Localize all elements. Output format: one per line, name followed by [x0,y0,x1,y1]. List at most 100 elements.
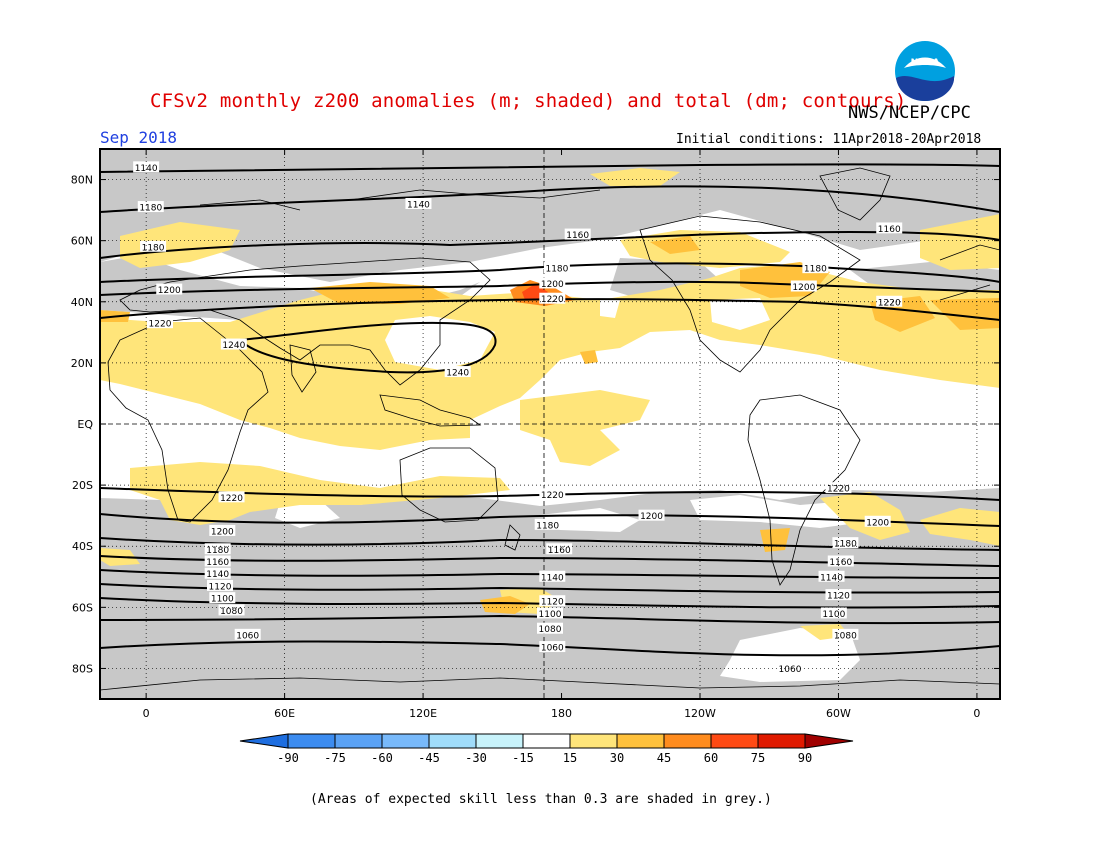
contour-label-bg [790,280,817,292]
contour-label: 1060 [541,644,564,654]
colorbar-arrow-right [804,733,854,749]
contour-label: 1240 [446,369,469,379]
contour-label: 1160 [878,225,901,235]
map-plot-area: 1140 1140 1180 1160 1160 1180 1180 1180 1200 1200… [100,149,1000,699]
contour-label: 1080 [539,625,562,635]
longitude-axis: 0 60E 120E 180 120W 60W 0 [143,149,980,720]
contour-label-bg [137,201,164,213]
positive-anomaly-15-30 [100,168,1000,640]
colorbar-label: 15 [563,751,577,765]
contour-label: 1220 [878,298,901,308]
colorbar-swatch [616,733,665,749]
contour-label: 1220 [220,494,243,504]
coastlines [100,167,1000,691]
svg-text:NOAA: NOAA [911,58,940,68]
forecast-month: Sep 2018 [100,128,178,147]
lat-label: 80N [71,174,93,187]
colorbar-label: -15 [512,751,534,765]
contour-label-bg [864,515,891,527]
contour-label-bg [133,161,160,173]
contour-label: 1180 [804,265,827,275]
lon-label: 60E [274,707,295,720]
contour-label: 1200 [640,512,663,522]
contour-label: 1200 [211,527,234,537]
contour-label-bg [543,262,570,274]
contour-label: 1140 [407,201,430,211]
contour-label: 1100 [539,610,562,620]
lon-label: 0 [143,707,150,720]
contour-label-bg [827,555,854,567]
lat-label: 20N [71,357,93,370]
contour-label-bg [876,222,903,234]
contour-label: 1200 [866,518,889,528]
contour-label: 1200 [792,283,815,293]
chart-title: CFSv2 monthly z200 anomalies (m; shaded)… [150,90,907,112]
contour-label-bg [564,228,591,240]
lat-label: 80S [72,662,93,675]
contour-label-bg [534,518,561,530]
colorbar-label: 90 [798,751,812,765]
contour-label-bg [818,570,845,582]
skill-footnote: (Areas of expected skill less than 0.3 a… [310,792,772,807]
contour-label: 1180 [139,204,162,214]
contour-label-bg [539,641,566,653]
contour-label: 1180 [536,521,559,531]
contour-label: 1160 [206,558,229,568]
colorbar-label: -60 [371,751,393,765]
contour-label-bg [209,592,236,604]
lon-label: 120W [684,707,716,720]
lon-label: 60W [826,707,851,720]
colorbar-swatch [522,733,571,749]
contour-label-bg [204,567,231,579]
contour-label-bg [539,595,566,607]
lon-label: 0 [973,707,980,720]
colorbar-swatch [663,733,712,749]
contour-label: 1140 [541,573,564,583]
contour-label: 1080 [220,607,243,617]
colorbar-swatch [428,733,477,749]
contour-label: 1160 [548,546,571,556]
contour-label: 1100 [822,610,845,620]
colorbar-swatch [569,733,618,749]
lon-label: 180 [551,707,572,720]
contour-label-bg [820,607,847,619]
contour-label-bg [218,491,245,503]
colorbar-label: 45 [657,751,671,765]
colorbar-label: 75 [751,751,765,765]
contour-label-bg [218,604,245,616]
contour-label: 1140 [206,570,229,580]
contour-label-bg [234,628,261,640]
contour-label: 1220 [541,295,564,305]
contour-label: 1120 [209,582,232,592]
colorbar-swatch [287,733,336,749]
contour-label-bg [147,317,173,329]
contour-label-bg [832,537,859,549]
contour-label-bg [876,295,903,307]
contour-label: 1180 [545,265,568,275]
contour-label: 1180 [142,243,165,253]
contour-label: 1140 [135,164,158,174]
contour-label: 1240 [222,341,245,351]
lat-label: 40S [72,540,93,553]
contour-label-bg [220,338,247,350]
contour-label: 1060 [236,631,259,641]
colorbar-label: -90 [277,751,299,765]
agency-label: NWS/NCEP/CPC [848,103,971,123]
contour-label-bg [825,589,852,601]
contour-label: 1220 [149,320,172,330]
contour-label-bg [539,277,566,289]
contour-label: 1200 [541,280,564,290]
colorbar-swatch [757,733,806,749]
contour-label-bg [537,607,563,619]
contour-label: 1120 [827,592,850,602]
contour-label-bg [537,622,563,634]
contour-label-bg [802,262,829,274]
contour-label-bg [209,524,236,536]
latitude-axis: 80N 60N 40N 20N EQ 20S 40S 60S 80S [71,174,1000,675]
contour-label: 1180 [834,540,857,550]
colorbar-swatch [475,733,524,749]
contour-label: 1120 [541,598,564,608]
contour-label: 1180 [206,546,229,556]
lon-label: 120E [409,707,437,720]
